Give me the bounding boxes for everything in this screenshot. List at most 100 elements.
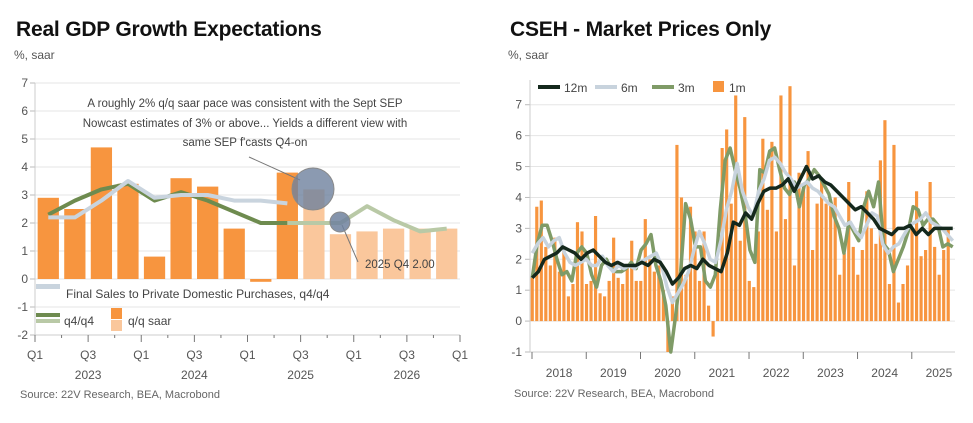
bar-1m [593, 216, 598, 322]
bar-1m [797, 172, 801, 322]
chart-title: CSEH - Market Prices Only [510, 18, 772, 41]
qq-bar [409, 228, 431, 279]
bar-1m [634, 280, 638, 322]
x-quarter-label: Q1 [346, 348, 362, 362]
x-year-label: 2023 [817, 366, 844, 380]
bar-1m [607, 280, 611, 322]
bar-1m [914, 191, 919, 322]
line-6m [530, 155, 955, 305]
bar-1m [928, 182, 932, 322]
legend-swatch-1m [713, 81, 724, 92]
bar-1m [553, 237, 557, 322]
bar-1m [774, 231, 778, 322]
bar-1m [851, 246, 855, 322]
x-quarter-label: Q1 [452, 348, 468, 362]
x-quarter-label: Q3 [399, 348, 415, 362]
bar-1m [761, 138, 765, 322]
qq-bar [143, 256, 166, 279]
y-tick-label: 4 [515, 190, 522, 204]
bar-1m [933, 246, 937, 322]
bar-1m [919, 256, 923, 322]
bar-1m [810, 250, 815, 322]
bar-1m [770, 141, 774, 322]
legend-swatch-q4q4 [36, 313, 60, 317]
qq-bar [117, 183, 139, 279]
nowcast-bubble [291, 167, 335, 211]
bar-1m [566, 296, 571, 322]
bar-1m [603, 296, 607, 322]
bar-1m [584, 284, 589, 322]
bar-1m [548, 265, 552, 322]
bar-1m [842, 253, 846, 322]
bar-1m [765, 209, 769, 322]
bar-1m [670, 296, 675, 322]
bar-1m [838, 274, 842, 322]
bar-1m [697, 280, 702, 322]
bar-1m [896, 302, 901, 322]
gdp-chart: 7 6 5 4 3 2 1 0 -1 -2 A roughly 2% q/q saar pace w… [17, 76, 468, 382]
bar-1m [639, 280, 643, 322]
bar-1m [788, 86, 792, 322]
annotation-text: Nowcast estimates of 3% or above... Yiel… [83, 118, 408, 130]
bar-1m [530, 277, 534, 322]
x-year-label: 2024 [871, 366, 898, 380]
y-tick-label: 0 [21, 272, 28, 286]
qq-bar [170, 178, 192, 279]
qq-bar [303, 189, 325, 279]
bar-1m [815, 203, 819, 322]
bar-1m [598, 293, 602, 322]
x-quarter-label: Q1 [239, 348, 255, 362]
bar-1m [544, 246, 548, 322]
bar-1m [729, 203, 733, 322]
legend-swatch-12m [538, 85, 560, 89]
y-tick-label: 7 [21, 76, 28, 90]
bar-1m [792, 265, 797, 322]
x-quarter-label: Q3 [80, 348, 96, 362]
bar-1m [801, 185, 806, 322]
y-tick-label: 2 [515, 252, 522, 266]
bar-1m [901, 284, 905, 322]
legend-label: q4/q4 [64, 314, 94, 328]
legend-label: Final Sales to Private Domestic Purchase… [66, 287, 330, 301]
bar-1m [865, 191, 869, 322]
bar-1m [557, 271, 561, 322]
bar-1m [937, 274, 941, 322]
x-year-label: 2018 [546, 366, 573, 380]
bar-1m [752, 287, 756, 322]
x-year-label: 2023 [75, 368, 102, 382]
y-tick-label: 6 [21, 104, 28, 118]
y-tick-label: -1 [511, 345, 522, 359]
bar-1m [716, 271, 720, 322]
bar-1m [738, 240, 742, 322]
y-tick-label: 6 [515, 129, 522, 143]
annotation-text: same SEP f'casts Q4-on [183, 137, 308, 149]
bar-1m [779, 95, 783, 322]
bar-1m [833, 197, 837, 322]
y-tick-label: 3 [515, 221, 522, 235]
line-12m [531, 164, 953, 286]
qq-bar [329, 234, 352, 279]
source-note: Source: 22V Research, BEA, Macrobond [514, 388, 714, 400]
legend-swatch-final-sales [36, 284, 60, 289]
bar-1m [711, 321, 715, 337]
bar-1m [571, 284, 575, 322]
y-tick-label: 2 [21, 216, 28, 230]
bar-1m [562, 250, 566, 322]
bar-1m [869, 228, 873, 322]
x-year-label: 2025 [926, 366, 953, 380]
bar-1m [905, 265, 910, 322]
line-3m [530, 146, 954, 354]
x-year-label: 2025 [287, 368, 314, 382]
bar-1m [575, 222, 580, 322]
qq-bar [64, 209, 86, 279]
y-tick-label: 5 [515, 160, 522, 174]
annotation-text: A roughly 2% q/q saar pace was consisten… [87, 98, 402, 110]
bar-1m [910, 228, 914, 322]
unit-label: %, saar [14, 48, 55, 62]
bar-1m [942, 250, 946, 322]
bar-1m [806, 151, 810, 322]
bar-1m [535, 206, 539, 322]
bar-1m [734, 95, 738, 322]
qq-bar [436, 228, 458, 279]
x-quarter-label: Q3 [293, 348, 309, 362]
